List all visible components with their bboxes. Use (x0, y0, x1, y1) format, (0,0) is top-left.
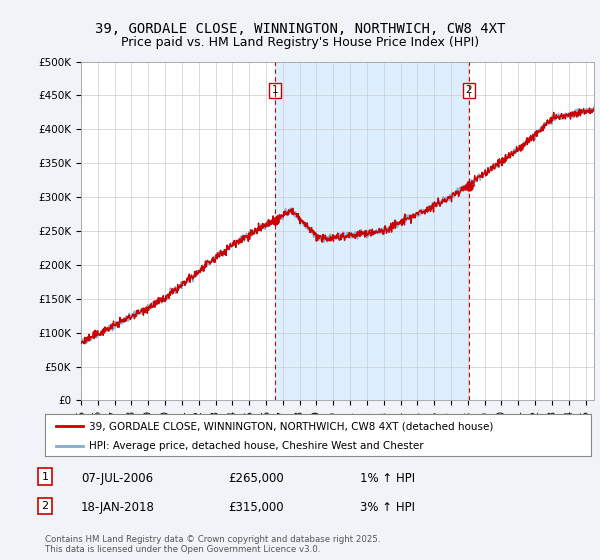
Text: £265,000: £265,000 (228, 472, 284, 484)
Text: £315,000: £315,000 (228, 501, 284, 514)
Text: 1: 1 (41, 472, 49, 482)
Text: 39, GORDALE CLOSE, WINNINGTON, NORTHWICH, CW8 4XT (detached house): 39, GORDALE CLOSE, WINNINGTON, NORTHWICH… (89, 421, 493, 431)
Bar (275, 62, 469, 400)
Text: 3% ↑ HPI: 3% ↑ HPI (360, 501, 415, 514)
Text: 1% ↑ HPI: 1% ↑ HPI (360, 472, 415, 484)
Text: Contains HM Land Registry data © Crown copyright and database right 2025.
This d: Contains HM Land Registry data © Crown c… (45, 535, 380, 554)
Text: 2: 2 (41, 501, 49, 511)
Text: 39, GORDALE CLOSE, WINNINGTON, NORTHWICH, CW8 4XT: 39, GORDALE CLOSE, WINNINGTON, NORTHWICH… (95, 22, 505, 36)
Text: 18-JAN-2018: 18-JAN-2018 (81, 501, 155, 514)
Text: Price paid vs. HM Land Registry's House Price Index (HPI): Price paid vs. HM Land Registry's House … (121, 36, 479, 49)
Text: HPI: Average price, detached house, Cheshire West and Chester: HPI: Average price, detached house, Ches… (89, 441, 424, 451)
Text: 2: 2 (466, 85, 472, 95)
Text: 07-JUL-2006: 07-JUL-2006 (81, 472, 153, 484)
Text: 1: 1 (271, 85, 278, 95)
